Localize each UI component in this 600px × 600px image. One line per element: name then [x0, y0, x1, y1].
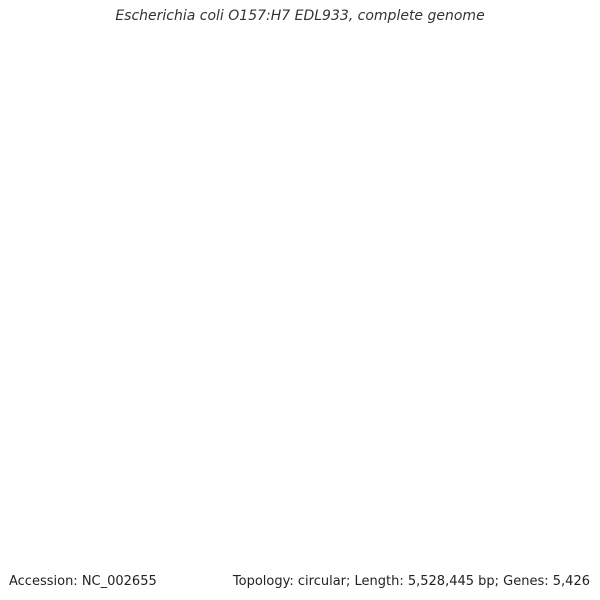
genome-summary-text: Topology: circular; Length: 5,528,445 bp…: [232, 574, 590, 589]
accession-text: Accession: NC_002655: [9, 574, 157, 589]
map-title: Escherichia coli O157:H7 EDL933, complet…: [115, 8, 485, 24]
